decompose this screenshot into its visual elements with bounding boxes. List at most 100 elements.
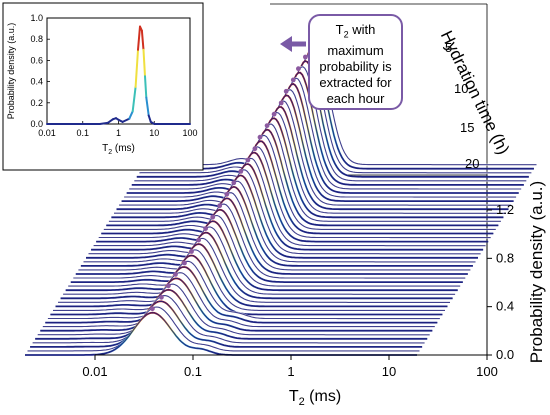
curve-baseline-line	[75, 197, 468, 275]
y-axis-label: Probability density (a.u.)	[527, 181, 546, 363]
curve-baseline-line	[53, 249, 445, 311]
callout-line-4: extracted for	[319, 74, 392, 90]
curve-baseline-line	[83, 180, 476, 263]
inset-curve-segment	[106, 118, 114, 124]
callout-line-3: probability is	[319, 58, 392, 74]
curve-baseline-line	[63, 226, 456, 295]
curve-baseline-line	[103, 134, 496, 230]
inset-curve-segment	[140, 29, 145, 51]
peak-marker	[278, 100, 284, 106]
curve-baseline-line	[40, 277, 433, 332]
curve-baseline-line	[42, 272, 435, 328]
callout-line-5: each hour	[326, 90, 385, 106]
curve-baseline-line	[27, 306, 420, 352]
curve-baseline-line	[68, 214, 461, 287]
curve-baseline-line	[141, 48, 534, 170]
inset-y-tick-label: 0.4	[30, 77, 43, 87]
inset-x-axis-label: T2 (ms)	[102, 143, 135, 156]
callout-line-2: maximum	[327, 42, 384, 58]
curve-baseline-line	[121, 94, 514, 202]
curve-baseline-line	[30, 300, 423, 348]
curve-baseline-line	[91, 163, 484, 251]
curve-baseline-line	[131, 72, 524, 186]
peak-marker	[290, 77, 296, 83]
peak-marker	[150, 306, 155, 312]
x-axis-label: T2 (ms)	[289, 388, 341, 408]
peak-marker	[189, 249, 194, 254]
curve-baseline-line	[96, 152, 489, 243]
peak-marker	[283, 88, 289, 94]
x-tick-label: 100	[476, 364, 498, 379]
z-tick-label: 5	[445, 40, 452, 55]
peak-marker	[264, 123, 270, 128]
inset-curve-segment	[144, 75, 148, 99]
curve-baseline-line	[35, 289, 428, 340]
curve-fill	[25, 312, 417, 355]
peak-marker	[245, 157, 251, 163]
peak-marker	[252, 146, 258, 152]
peak-marker	[271, 111, 277, 117]
x-tick-label: 1	[287, 364, 294, 379]
peak-marker	[196, 237, 202, 243]
peak-marker	[166, 283, 171, 289]
z-tick-label: 15	[460, 120, 474, 135]
inset-curve-segment	[147, 114, 152, 123]
curve-baseline-line	[86, 174, 478, 259]
inset-x-tick-label: 0.01	[38, 128, 56, 138]
x-tick-label: 0.01	[82, 364, 107, 379]
curve-baseline-line	[101, 140, 494, 235]
curve-baseline-line	[32, 295, 425, 344]
y-tick-label: 1.2	[496, 202, 514, 217]
inset-curve-segment	[142, 48, 146, 78]
y-tick-label: 0.8	[496, 250, 514, 265]
callout-arrow	[280, 36, 306, 52]
inset-x-tick-label: 100	[182, 128, 197, 138]
inset-y-tick-label: 0.6	[30, 55, 43, 65]
curve-baseline-line	[114, 111, 506, 214]
curve-baseline-line	[98, 146, 491, 239]
curve-baseline-line	[65, 220, 458, 291]
curve-baseline-line	[88, 169, 481, 255]
peak-marker	[303, 54, 308, 60]
curve-baseline-line	[111, 117, 504, 218]
curve-baseline-line	[73, 203, 466, 279]
curve-baseline-line	[144, 43, 537, 166]
curve-baseline-line	[47, 260, 440, 320]
peak-marker	[231, 180, 237, 186]
inset-y-axis-label: Probability density (a.u.)	[6, 23, 16, 120]
inset-curve-segment	[121, 117, 131, 123]
peak-marker	[217, 203, 223, 209]
x-tick-label: 10	[382, 364, 396, 379]
peak-marker	[210, 214, 216, 220]
inset-curve-segment	[134, 48, 139, 88]
inset-x-tick-label: 1	[116, 128, 121, 138]
curve-baseline-line	[55, 243, 448, 307]
inset-curve-segment	[98, 121, 109, 125]
curve-baseline-line	[139, 54, 532, 174]
z-axis-label: Hydration time (h)	[437, 28, 513, 158]
inset-y-tick-label: 0.0	[30, 119, 43, 129]
inset-curve-segment	[131, 85, 137, 113]
curve-baseline-line	[136, 60, 529, 178]
curve-baseline-line	[126, 83, 519, 194]
inset-curve-segment	[145, 96, 150, 117]
inset-y-tick-label: 0.8	[30, 34, 43, 44]
peak-marker	[203, 226, 209, 232]
waterfall-curves	[25, 42, 537, 356]
peak-marker	[296, 66, 301, 72]
peak-marker	[224, 191, 230, 197]
inset-curve-segment	[128, 110, 134, 120]
curve-baseline-line	[129, 77, 522, 190]
curve-baseline-line	[116, 106, 509, 210]
peak-markers	[150, 43, 315, 312]
inset-background	[2, 2, 204, 171]
curve-baseline-line	[106, 129, 499, 226]
inset-x-tick-label: 10	[149, 128, 159, 138]
curve-baseline-line	[60, 232, 453, 299]
curve-baseline-line	[80, 186, 473, 267]
z-tick-label: 20	[465, 156, 479, 171]
curve-baseline-line	[70, 209, 463, 283]
curve-baseline-line	[58, 237, 450, 303]
curve-baseline-line	[124, 89, 517, 198]
